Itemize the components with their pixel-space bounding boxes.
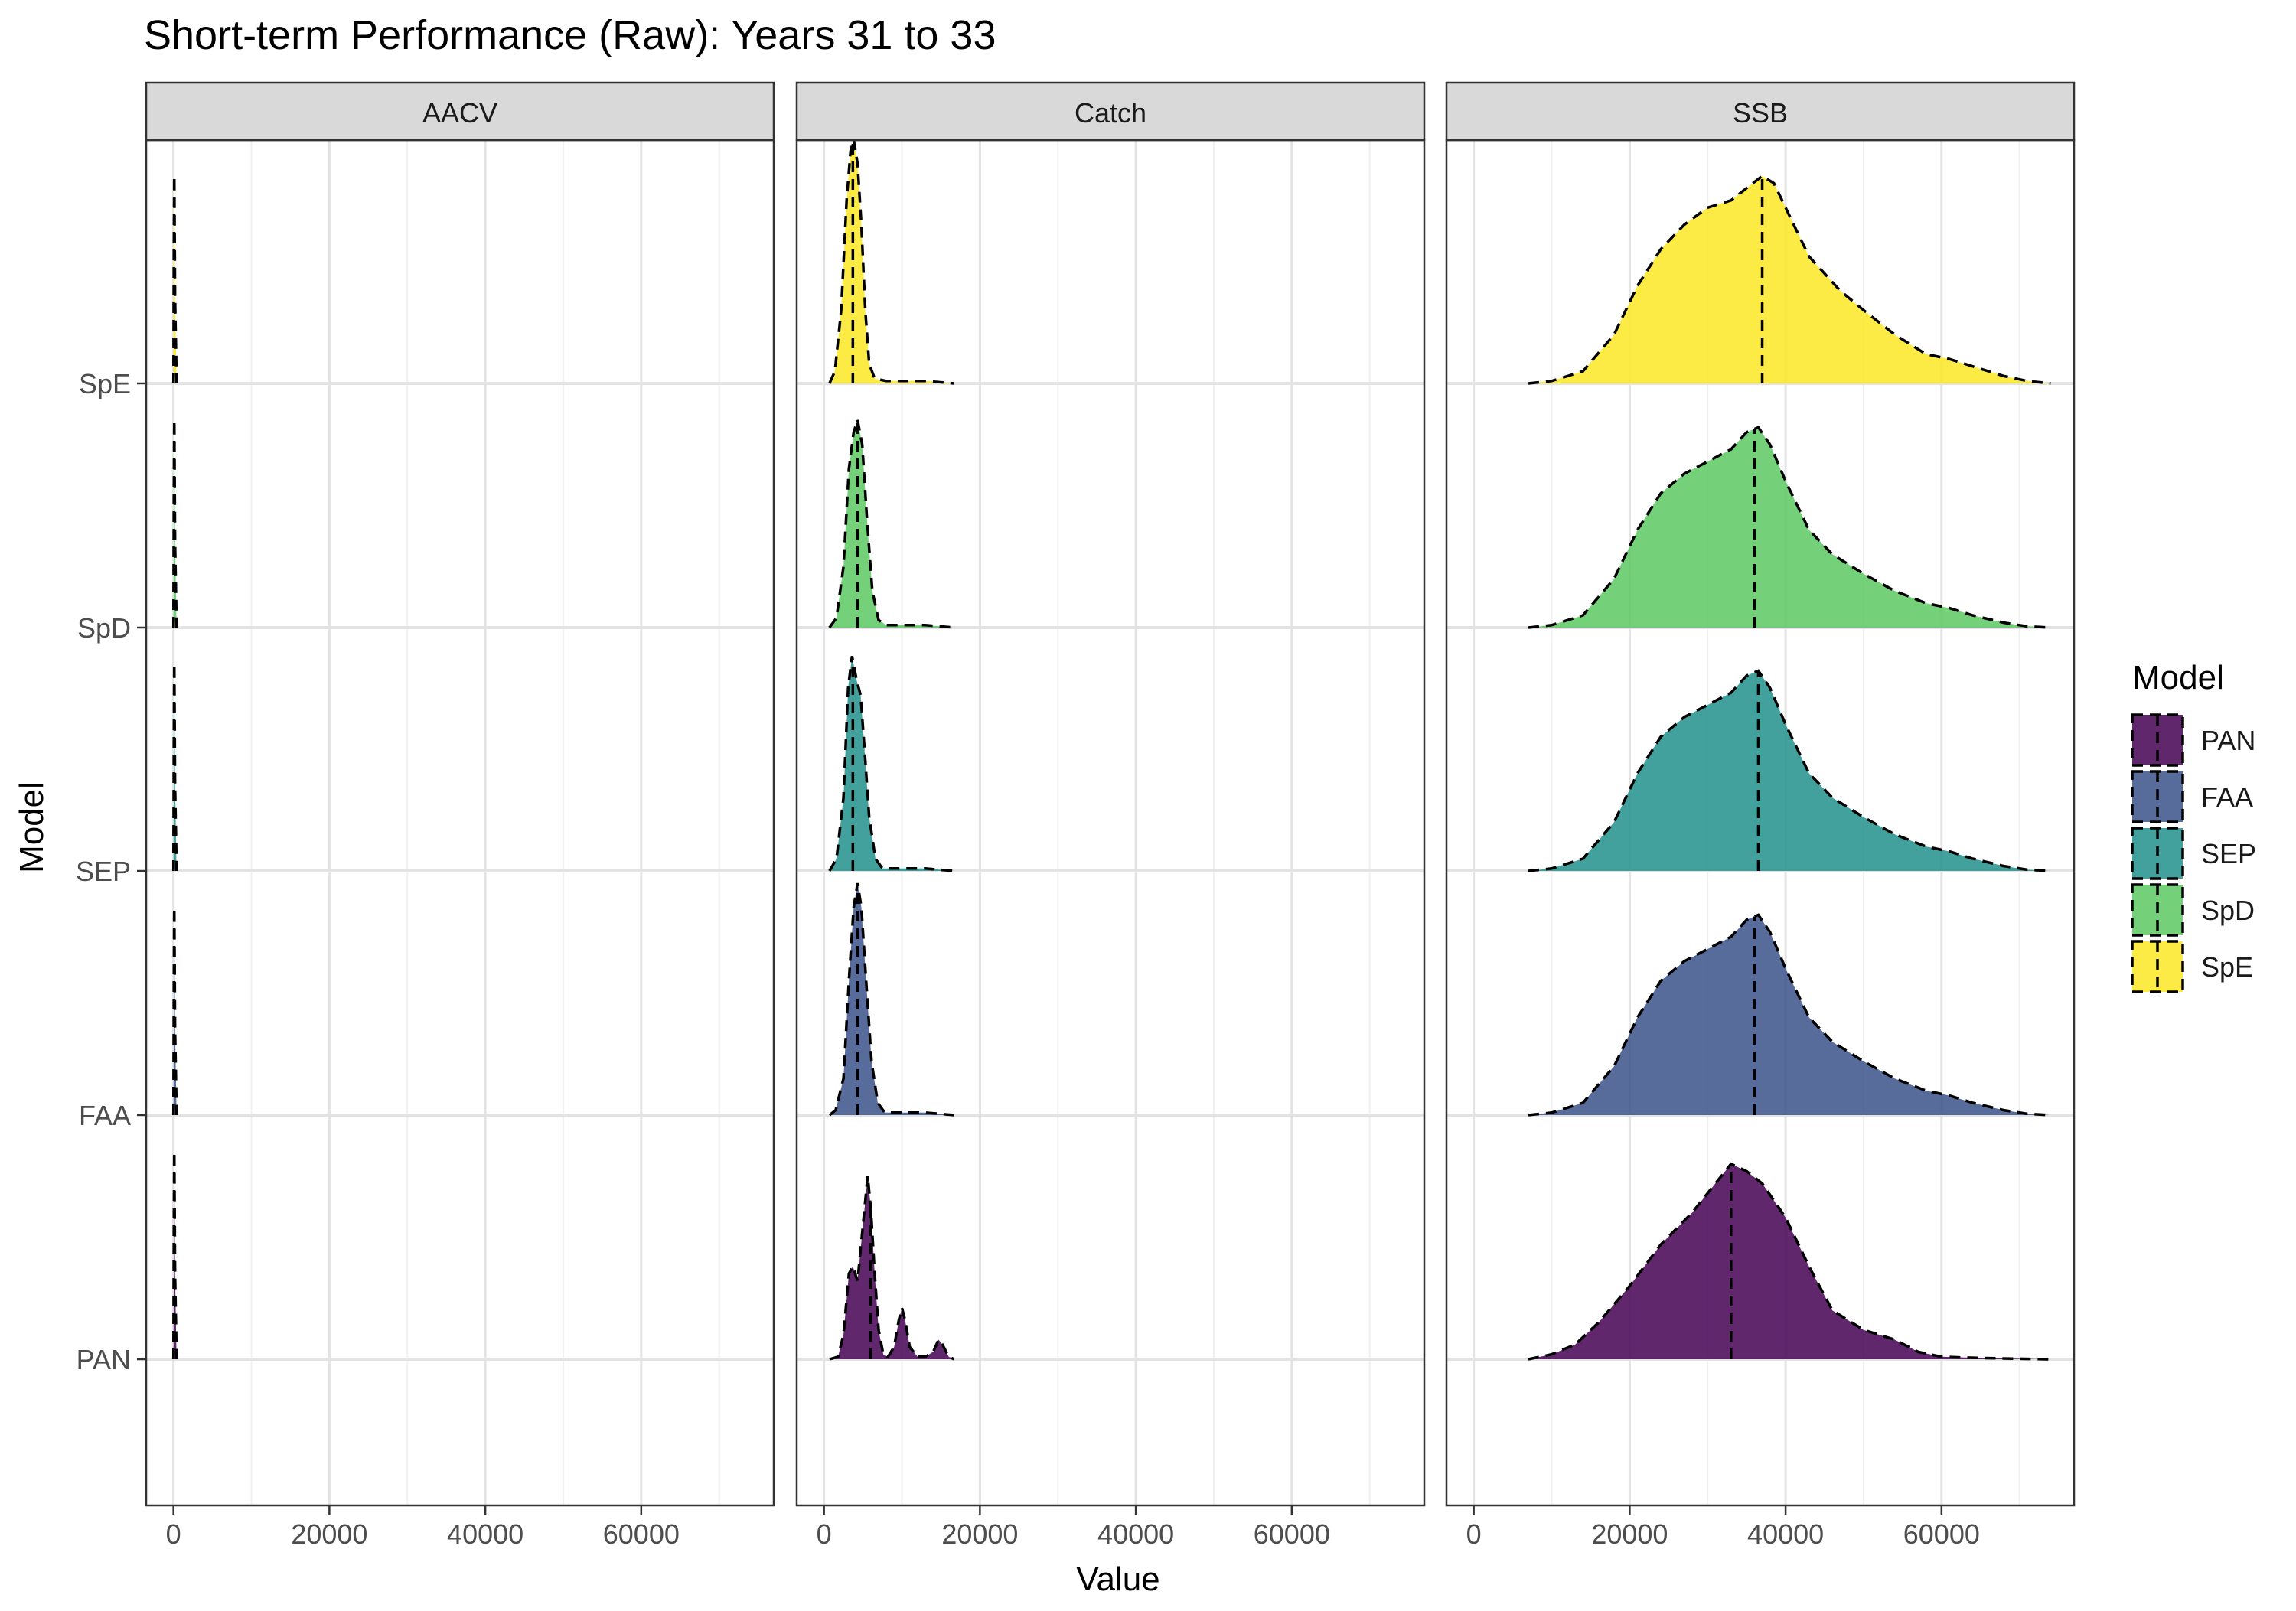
density-ssb-faa [1528,915,2051,1115]
legend: Model PAN FAA SEP SpD SpE [2131,659,2256,993]
density-aacv-faa [173,907,177,1115]
y-axis-label: Model [13,781,51,873]
panel-background [797,140,1424,1505]
y-tick-label-faa: FAA [79,1100,131,1131]
density-outline-ssb-pan [1528,1162,2051,1361]
strip-catch [795,81,1426,142]
density-outline-aacv-pan [171,1151,178,1360]
x-tick-label: 60000 [1254,1518,1330,1550]
density-aacv-pan [173,1151,177,1359]
densities [171,175,178,1360]
density-outline-aacv-sep [171,663,178,872]
x-tick-label: 20000 [941,1518,1018,1550]
legend-label-spe: SpE [2201,951,2253,983]
densities [1528,174,2051,1361]
density-outline-catch-sep [828,655,954,872]
legend-item-sep: SEP [2131,827,2256,880]
y-tick-label-spd: SpD [77,612,131,644]
strip-label-ssb: SSB [1733,97,1788,129]
legend-label-spd: SpD [2201,895,2255,926]
panel-ssb: SSB 0 20000 40000 60000 [1445,81,2076,1550]
density-ssb-spd [1528,427,2051,628]
density-aacv-spe [173,175,177,383]
density-outline-ssb-spd [1528,426,2051,629]
x-tick-label: 20000 [291,1518,367,1550]
density-outline-ssb-faa [1528,913,2051,1117]
strip-aacv [145,81,775,142]
legend-item-spe: SpE [2131,940,2253,993]
density-outline-aacv-faa [171,907,178,1116]
density-outline-ssb-sep [1528,669,2051,872]
x-tick-label: 60000 [603,1518,680,1550]
density-outline-catch-spd [828,419,954,629]
panel-catch: Catch 0 20000 40000 60000 [795,81,1426,1550]
legend-item-pan: PAN [2131,713,2255,767]
density-outline-catch-pan [829,1176,955,1361]
density-aacv-spd [173,419,177,628]
panels: AACV 0 20000 40000 60000 Catch 0 20000 40000 6000… [145,81,2076,1550]
x-tick-label: 0 [817,1518,832,1550]
chart-title: Short-term Performance (Raw): Years 31 t… [144,12,996,58]
y-axis: PAN FAA SEP SpD SpE [76,368,146,1375]
x-tick-label: 40000 [1747,1518,1824,1550]
x-axis-label: Value [1076,1560,1159,1598]
panel-background [146,140,774,1505]
density-ssb-sep [1528,670,2051,871]
legend-label-faa: FAA [2201,781,2253,813]
density-catch-pan [829,1176,954,1359]
density-outline-aacv-spd [171,419,178,628]
density-catch-spd [829,419,954,628]
y-tick-label-sep: SEP [76,856,131,887]
x-tick-label: 40000 [447,1518,523,1550]
strip-ssb [1445,81,2076,142]
strip-label-aacv: AACV [422,97,497,129]
legend-label-pan: PAN [2201,725,2255,756]
density-ssb-spe [1528,175,2051,383]
x-tick-label: 60000 [1903,1518,1980,1550]
legend-item-faa: FAA [2131,770,2253,823]
legend-item-spd: SpD [2131,883,2255,937]
density-outline-catch-spe [828,140,954,385]
x-tick-label: 0 [166,1518,181,1550]
strip-label-catch: Catch [1075,97,1146,129]
y-tick-label-spe: SpE [79,368,131,399]
density-outline-aacv-spe [171,175,178,384]
x-tick-label: 40000 [1097,1518,1174,1550]
density-aacv-sep [173,663,177,871]
density-outline-catch-faa [828,882,954,1117]
density-catch-faa [829,883,954,1115]
density-ssb-pan [1528,1163,2051,1359]
x-tick-label: 0 [1466,1518,1482,1550]
legend-label-sep: SEP [2201,838,2256,869]
density-catch-spe [829,140,954,383]
x-tick-label: 20000 [1591,1518,1668,1550]
y-tick-label-pan: PAN [77,1344,131,1375]
density-outline-ssb-spe [1528,174,2051,385]
panel-aacv: AACV 0 20000 40000 60000 [145,81,775,1550]
legend-title: Model [2132,659,2224,696]
densities [828,140,955,1361]
